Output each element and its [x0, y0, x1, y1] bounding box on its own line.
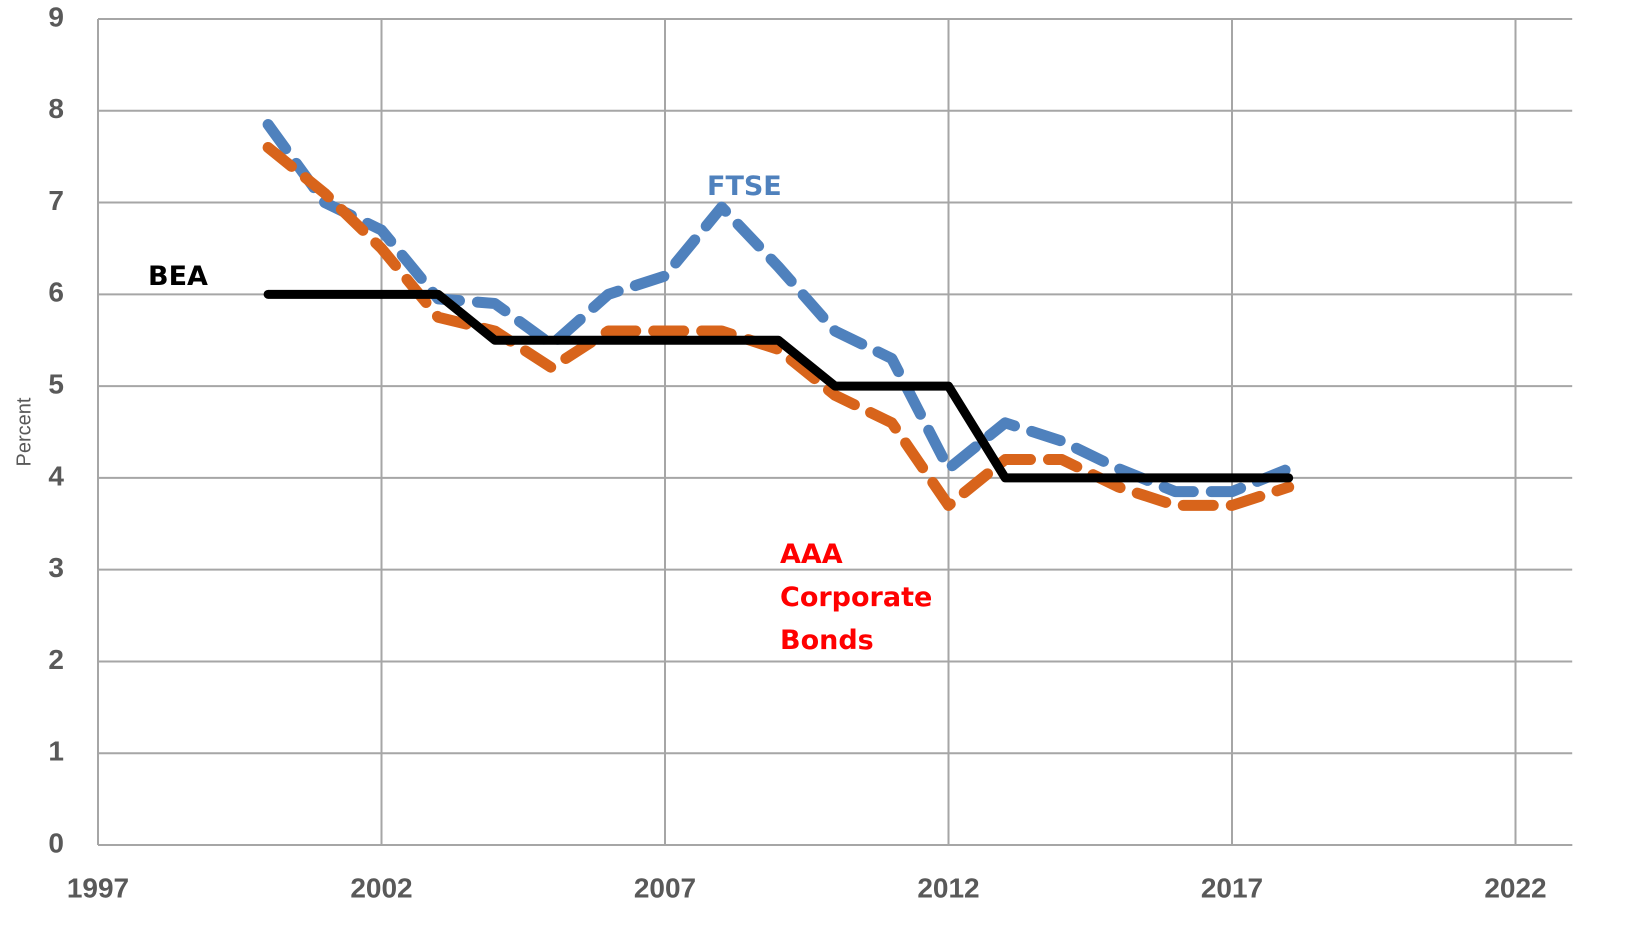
x-tick-label: 1997: [67, 872, 129, 903]
y-tick-label: 5: [48, 369, 64, 400]
x-tick-label: 2017: [1201, 872, 1263, 903]
y-axis-label: Percent: [13, 397, 35, 466]
y-tick-label: 6: [48, 277, 64, 308]
x-tick-label: 2022: [1484, 872, 1546, 903]
x-tick-label: 2012: [917, 872, 979, 903]
y-tick-label: 0: [48, 827, 64, 858]
x-tick-label: 2002: [350, 872, 412, 903]
y-tick-label: 9: [48, 1, 64, 32]
series-line: [263, 289, 1294, 483]
series-label: AAA Corporate Bonds: [780, 539, 933, 656]
series-line: [262, 141, 1295, 511]
y-tick-label: 1: [48, 736, 64, 767]
y-tick-label: 4: [48, 460, 64, 491]
y-tick-label: 8: [48, 93, 64, 124]
series-label: FTSE: [707, 171, 782, 202]
y-tick-label: 7: [48, 185, 64, 216]
y-tick-label: 3: [48, 552, 64, 583]
x-tick-label: 2007: [634, 872, 696, 903]
y-tick-label: 2: [48, 644, 64, 675]
series-label: BEA: [148, 261, 208, 292]
